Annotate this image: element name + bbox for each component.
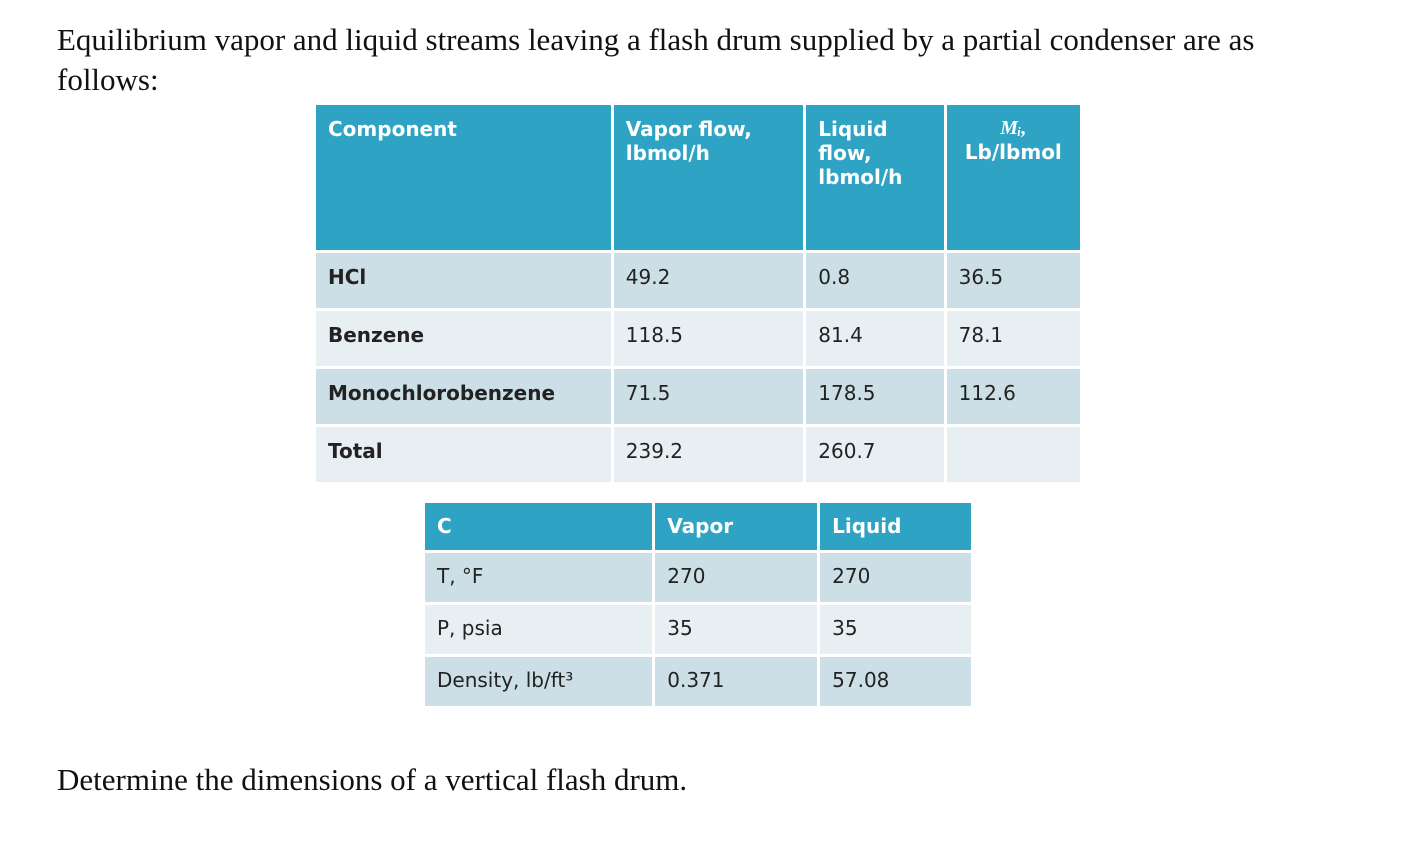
table-row: T, °F 270 270 bbox=[425, 553, 971, 602]
cell: 178.5 bbox=[806, 369, 944, 424]
row-label: Density, lb/ft³ bbox=[425, 657, 653, 706]
table-row: Total 239.2 260.7 bbox=[316, 427, 1080, 482]
cell: 81.4 bbox=[806, 311, 944, 366]
row-label: HCl bbox=[316, 253, 611, 308]
row-label: Total bbox=[316, 427, 611, 482]
header-unit: Lb/lbmol bbox=[964, 140, 1062, 164]
question-text: Determine the dimensions of a vertical f… bbox=[57, 762, 688, 797]
cell: 112.6 bbox=[946, 369, 1080, 424]
header-symbol: Mᵢ, bbox=[1000, 117, 1027, 139]
header-cell: Component bbox=[316, 105, 611, 250]
row-label: Monochlorobenzene bbox=[316, 369, 611, 424]
header-cell: Vapor flow, lbmol/h bbox=[613, 105, 804, 250]
cell: 71.5 bbox=[613, 369, 804, 424]
cell: 0.8 bbox=[806, 253, 944, 308]
header-cell: Mᵢ, Lb/lbmol bbox=[946, 105, 1080, 250]
cell: 78.1 bbox=[946, 311, 1080, 366]
components-table: Component Vapor flow, lbmol/h Liquid flo… bbox=[313, 102, 1083, 485]
header-cell: Liquid flow, lbmol/h bbox=[806, 105, 944, 250]
cell: 36.5 bbox=[946, 253, 1080, 308]
table-row: Benzene 118.5 81.4 78.1 bbox=[316, 311, 1080, 366]
intro-text: Equilibrium vapor and liquid streams lea… bbox=[57, 22, 1255, 97]
cell: 239.2 bbox=[613, 427, 804, 482]
cell: 270 bbox=[820, 553, 971, 602]
cell: 57.08 bbox=[820, 657, 971, 706]
table-row: P, psia 35 35 bbox=[425, 605, 971, 654]
cell: 270 bbox=[655, 553, 818, 602]
row-label: Benzene bbox=[316, 311, 611, 366]
cell: 35 bbox=[655, 605, 818, 654]
header-cell: Liquid bbox=[820, 503, 971, 550]
row-label: T, °F bbox=[425, 553, 653, 602]
table-row: HCl 49.2 0.8 36.5 bbox=[316, 253, 1080, 308]
cell: 260.7 bbox=[806, 427, 944, 482]
cell: 49.2 bbox=[613, 253, 804, 308]
conditions-table: C Vapor Liquid T, °F 270 270 P, psia 35 35 Densi… bbox=[422, 500, 974, 709]
cell: 118.5 bbox=[613, 311, 804, 366]
header-cell: C bbox=[425, 503, 653, 550]
empty-cell bbox=[946, 427, 1080, 482]
cell: 35 bbox=[820, 605, 971, 654]
row-label: P, psia bbox=[425, 605, 653, 654]
table-row: Monochlorobenzene 71.5 178.5 112.6 bbox=[316, 369, 1080, 424]
header-cell: Vapor bbox=[655, 503, 818, 550]
header-row: Component Vapor flow, lbmol/h Liquid flo… bbox=[316, 105, 1080, 250]
cell: 0.371 bbox=[655, 657, 818, 706]
header-row: C Vapor Liquid bbox=[425, 503, 971, 550]
table-row: Density, lb/ft³ 0.371 57.08 bbox=[425, 657, 971, 706]
